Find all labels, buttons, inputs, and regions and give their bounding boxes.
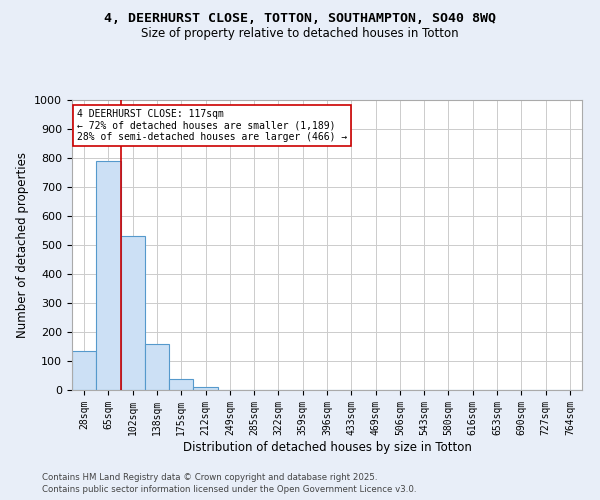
Text: Contains HM Land Registry data © Crown copyright and database right 2025.: Contains HM Land Registry data © Crown c… (42, 472, 377, 482)
Y-axis label: Number of detached properties: Number of detached properties (16, 152, 29, 338)
Bar (96, 161, 121, 390)
Text: Contains public sector information licensed under the Open Government Licence v3: Contains public sector information licen… (42, 485, 416, 494)
Bar (145, 344, 169, 390)
Text: 4, DEERHURST CLOSE, TOTTON, SOUTHAMPTON, SO40 8WQ: 4, DEERHURST CLOSE, TOTTON, SOUTHAMPTON,… (104, 12, 496, 26)
Bar (121, 236, 145, 390)
X-axis label: Distribution of detached houses by size in Totton: Distribution of detached houses by size … (182, 440, 472, 454)
Bar (193, 387, 218, 390)
Bar (169, 379, 193, 390)
Text: 4 DEERHURST CLOSE: 117sqm
← 72% of detached houses are smaller (1,189)
28% of se: 4 DEERHURST CLOSE: 117sqm ← 72% of detac… (77, 108, 347, 142)
Text: Size of property relative to detached houses in Totton: Size of property relative to detached ho… (141, 28, 459, 40)
Bar (72, 351, 96, 390)
